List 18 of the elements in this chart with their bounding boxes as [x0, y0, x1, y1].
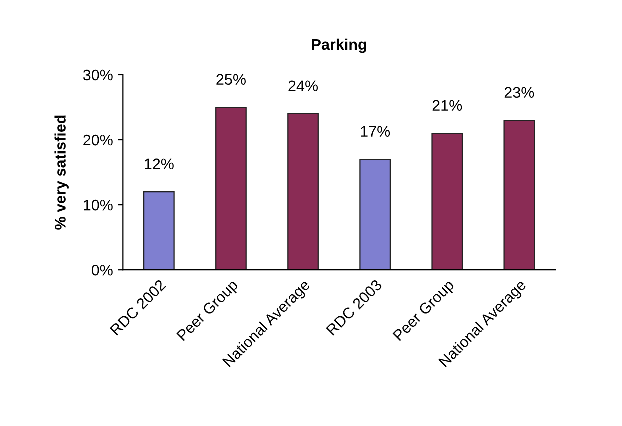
bar [432, 132, 464, 270]
bar [216, 106, 247, 270]
y-tick-label: 10% [84, 200, 113, 211]
bar [360, 158, 392, 270]
chart-title: Parking [312, 38, 366, 54]
data-label: 24% [288, 80, 318, 92]
bar [143, 191, 175, 270]
y-axis-title: % very satisfied [54, 116, 69, 230]
bar [504, 120, 536, 270]
data-label: 25% [216, 74, 246, 86]
bar [288, 113, 319, 270]
y-tick-label: 30% [83, 70, 113, 81]
data-label: 12% [145, 158, 174, 170]
y-tick-label: 20% [84, 134, 113, 146]
data-label: 17% [361, 126, 390, 137]
data-label: 21% [432, 100, 462, 111]
y-tick-label: 0% [92, 264, 113, 276]
data-label: 23% [504, 87, 534, 98]
